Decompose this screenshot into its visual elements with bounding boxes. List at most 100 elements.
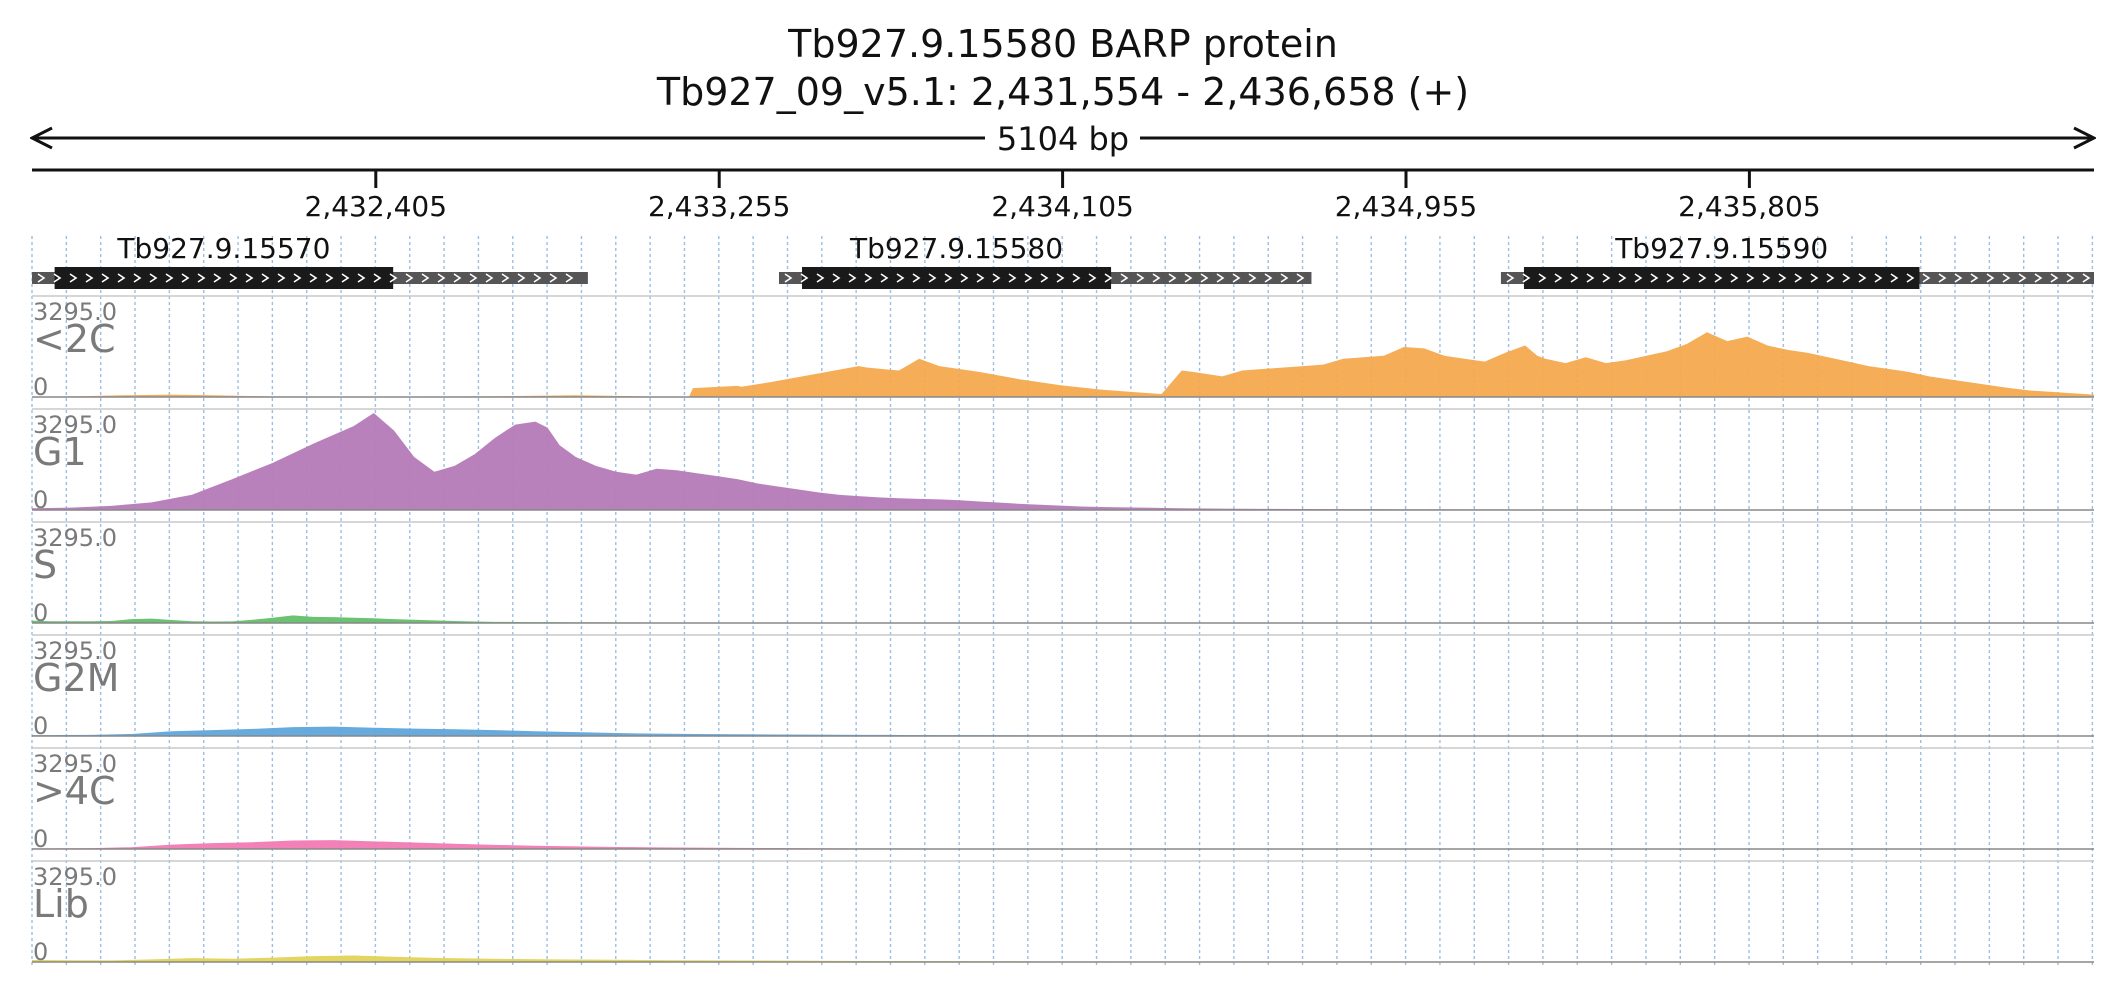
gene-strand-chevron-1-28 bbox=[1232, 273, 1241, 283]
ruler-tick-label-2: 2,434,105 bbox=[991, 190, 1134, 223]
gene-strand-chevron-2-5 bbox=[1586, 273, 1595, 283]
track-name-3: G2M bbox=[33, 656, 119, 700]
gene-strand-chevron-2-26 bbox=[1922, 273, 1931, 283]
track-ymax-label-3: 3295.0 bbox=[33, 637, 117, 665]
track-ymin-label-4: 0 bbox=[33, 825, 48, 853]
gene-strand-chevron-2-23 bbox=[1874, 273, 1883, 283]
gene-strand-chevron-0-22 bbox=[389, 273, 398, 283]
gene-strand-chevron-2-18 bbox=[1794, 273, 1803, 283]
gene-strand-chevron-1-23 bbox=[1152, 273, 1161, 283]
track-2: 3295.0S 0 bbox=[32, 521, 2094, 627]
gene-strand-chevron-2-35 bbox=[2066, 273, 2075, 283]
gene-label-0: Tb927.9.15570 bbox=[116, 232, 330, 265]
ruler-tick-label-3: 2,434,955 bbox=[1335, 190, 1478, 223]
coverage-area-0 bbox=[32, 332, 2094, 397]
track-ymin-label-5: 0 bbox=[33, 938, 48, 966]
gene-strand-chevron-0-28 bbox=[485, 273, 494, 283]
gene-strand-chevron-0-23 bbox=[405, 273, 414, 283]
gene-strand-chevron-1-13 bbox=[992, 273, 1001, 283]
gene-strand-chevron-2-3 bbox=[1554, 273, 1563, 283]
gene-strand-chevron-0-7 bbox=[149, 273, 158, 283]
gene-strand-chevron-0-29 bbox=[501, 273, 510, 283]
gene-strand-chevron-0-17 bbox=[309, 273, 318, 283]
gene-strand-chevron-1-15 bbox=[1024, 273, 1033, 283]
gene-strand-chevron-0-19 bbox=[341, 273, 350, 283]
gene-strand-chevron-2-2 bbox=[1538, 273, 1547, 283]
gene-cds-0 bbox=[54, 267, 394, 289]
gene-label-1: Tb927.9.15580 bbox=[849, 232, 1063, 265]
gene-strand-chevron-2-29 bbox=[1970, 273, 1979, 283]
gene-strand-chevron-1-9 bbox=[928, 273, 937, 283]
gene-strand-chevron-0-11 bbox=[213, 273, 222, 283]
gene-strand-chevron-1-5 bbox=[864, 273, 873, 283]
gene-strand-chevron-1-29 bbox=[1248, 273, 1257, 283]
gene-strand-chevron-1-25 bbox=[1184, 273, 1193, 283]
gene-strand-chevron-0-1 bbox=[53, 273, 62, 283]
gene-strand-chevron-1-18 bbox=[1072, 273, 1081, 283]
gene-strand-chevron-2-28 bbox=[1954, 273, 1963, 283]
gene-strand-chevron-1-1 bbox=[800, 273, 809, 283]
gene-strand-chevron-1-22 bbox=[1136, 273, 1145, 283]
gene-strand-chevron-0-26 bbox=[453, 273, 462, 283]
gene-strand-chevron-0-30 bbox=[517, 273, 526, 283]
gene-strand-chevron-1-2 bbox=[816, 273, 825, 283]
gene-strand-chevron-2-31 bbox=[2002, 273, 2011, 283]
track-panels: 3295.0<2C03295.0G103295.0S03295.0G2M0329… bbox=[32, 295, 2094, 966]
track-1: 3295.0G1 0 bbox=[32, 408, 2094, 514]
gene-strand-chevron-0-10 bbox=[197, 273, 206, 283]
gene-strand-chevron-1-31 bbox=[1280, 273, 1289, 283]
gene-strand-chevron-0-15 bbox=[277, 273, 286, 283]
ruler-ticks: 2,432,405 2,433,255 2,434,105 2,434,955 2,43… bbox=[305, 170, 1821, 223]
gene-strand-chevron-2-21 bbox=[1842, 273, 1851, 283]
gene-strand-chevron-0-25 bbox=[437, 273, 446, 283]
gene-strand-chevron-1-16 bbox=[1040, 273, 1049, 283]
gene-strand-chevron-2-15 bbox=[1746, 273, 1755, 283]
gene-strand-chevron-2-20 bbox=[1826, 273, 1835, 283]
gene-strand-chevron-2-24 bbox=[1890, 273, 1899, 283]
track-name-2: S bbox=[33, 543, 57, 587]
track-ymax-label-4: 3295.0 bbox=[33, 750, 117, 778]
track-ymin-label-0: 0 bbox=[33, 373, 48, 401]
track-name-5: Lib bbox=[33, 882, 89, 926]
track-ymin-label-1: 0 bbox=[33, 486, 48, 514]
coverage-area-3 bbox=[32, 726, 2094, 736]
coverage-area-5 bbox=[32, 955, 2094, 962]
grid-lines bbox=[31, 236, 2094, 966]
gene-strand-chevron-2-1 bbox=[1522, 273, 1531, 283]
gene-strand-chevron-0-9 bbox=[181, 273, 190, 283]
gene-strand-chevron-0-18 bbox=[325, 273, 334, 283]
gene-strand-chevron-1-8 bbox=[912, 273, 921, 283]
gene-strand-chevron-2-19 bbox=[1810, 273, 1819, 283]
gene-strand-chevron-1-32 bbox=[1296, 273, 1305, 283]
gene-strand-chevron-2-22 bbox=[1858, 273, 1867, 283]
gene-strand-chevron-2-11 bbox=[1682, 273, 1691, 283]
gene-strand-chevron-2-6 bbox=[1602, 273, 1611, 283]
gene-strand-chevron-2-4 bbox=[1570, 273, 1579, 283]
gene-strand-chevron-0-6 bbox=[133, 273, 142, 283]
gene-strand-chevron-1-6 bbox=[880, 273, 889, 283]
gene-strand-chevron-1-21 bbox=[1120, 273, 1129, 283]
gene-strand-chevron-0-24 bbox=[421, 273, 430, 283]
track-name-0: <2C bbox=[33, 317, 116, 361]
gene-strand-chevron-1-10 bbox=[944, 273, 953, 283]
gene-strand-chevron-2-14 bbox=[1730, 273, 1739, 283]
track-4: 3295.0>4C 0 bbox=[32, 747, 2094, 853]
gene-strand-chevron-2-8 bbox=[1634, 273, 1643, 283]
coverage-area-4 bbox=[32, 840, 2094, 849]
gene-strand-chevron-0-31 bbox=[533, 273, 542, 283]
gene-strand-chevron-1-20 bbox=[1104, 273, 1113, 283]
gene-strand-chevron-0-14 bbox=[261, 273, 270, 283]
gene-strand-chevron-1-11 bbox=[960, 273, 969, 283]
track-ymax-label-1: 3295.0 bbox=[33, 411, 117, 439]
gene-strand-chevron-1-0 bbox=[784, 273, 793, 283]
gene-strand-chevron-1-19 bbox=[1088, 273, 1097, 283]
gene-label-2: Tb927.9.15590 bbox=[1614, 232, 1828, 265]
gene-strand-chevron-2-13 bbox=[1714, 273, 1723, 283]
ruler-tick-label-4: 2,435,805 bbox=[1678, 190, 1821, 223]
coverage-area-2 bbox=[32, 615, 2094, 623]
span-label: 5104 bp bbox=[997, 120, 1129, 158]
